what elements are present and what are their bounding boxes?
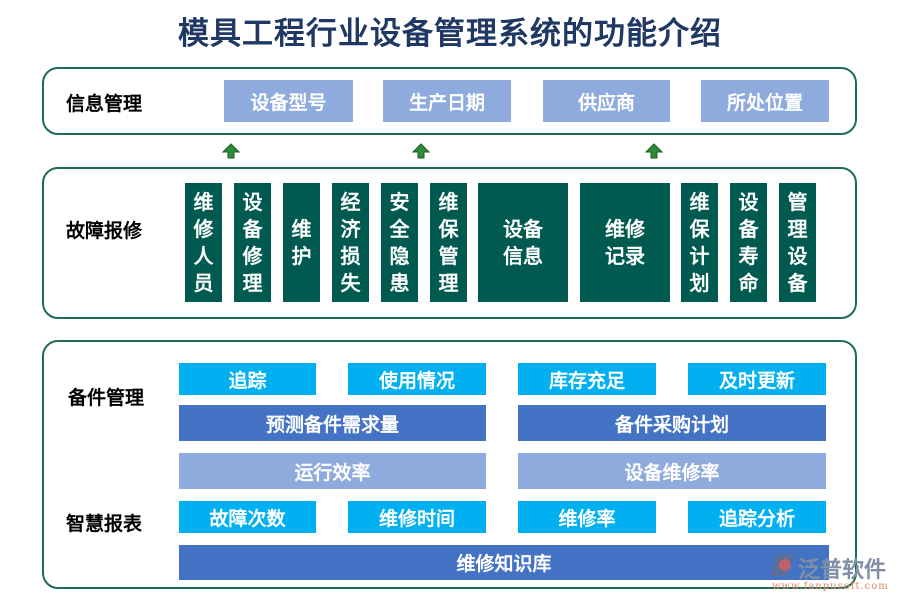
parts-item: 备件采购计划 — [518, 405, 826, 441]
page-title: 模具工程行业设备管理系统的功能介绍 — [178, 16, 722, 52]
report-item: 维修率 — [518, 501, 656, 533]
report-item: 追踪分析 — [688, 501, 826, 533]
fault-item: 安全隐患 — [381, 183, 418, 302]
info-label: 信息管理 — [66, 93, 143, 115]
report-label: 智慧报表 — [66, 513, 143, 535]
info-item: 所处位置 — [701, 80, 829, 122]
fault-item: 维保计划 — [681, 183, 718, 302]
arrow-up-icon — [222, 143, 240, 159]
info-item: 生产日期 — [383, 80, 511, 122]
fault-item: 维护 — [283, 183, 320, 302]
report-item: 维修时间 — [348, 501, 486, 533]
arrow-up-icon — [645, 143, 663, 159]
report-item: 故障次数 — [179, 501, 316, 533]
fault-label: 故障报修 — [66, 220, 143, 242]
parts-item: 及时更新 — [688, 363, 826, 395]
info-panel — [42, 67, 857, 135]
parts-report-panel — [42, 340, 857, 589]
parts-item: 追踪 — [179, 363, 316, 395]
fault-item: 设备修理 — [234, 183, 271, 302]
fault-item: 维修记录 — [580, 183, 670, 302]
fault-panel — [42, 167, 857, 319]
watermark-url: www.fanpusoft.com — [772, 581, 889, 592]
parts-label: 备件管理 — [68, 387, 145, 409]
parts-item: 库存充足 — [518, 363, 656, 395]
watermark-brand: 泛普软件 — [798, 557, 887, 583]
fault-item: 设备信息 — [478, 183, 568, 302]
fault-item: 维保管理 — [430, 183, 467, 302]
report-item: 维修知识库 — [179, 545, 829, 580]
fault-item: 管理设备 — [779, 183, 816, 302]
arrow-up-icon — [412, 143, 430, 159]
info-item: 供应商 — [543, 80, 670, 122]
logo-icon — [770, 554, 794, 576]
fault-item: 维修人员 — [185, 183, 222, 302]
parts-item: 使用情况 — [348, 363, 486, 395]
fault-item: 经济损失 — [332, 183, 369, 302]
report-item: 运行效率 — [179, 453, 486, 489]
report-item: 设备维修率 — [518, 453, 826, 489]
info-item: 设备型号 — [224, 80, 353, 122]
fault-item: 设备寿命 — [730, 183, 767, 302]
parts-item: 预测备件需求量 — [179, 405, 486, 441]
